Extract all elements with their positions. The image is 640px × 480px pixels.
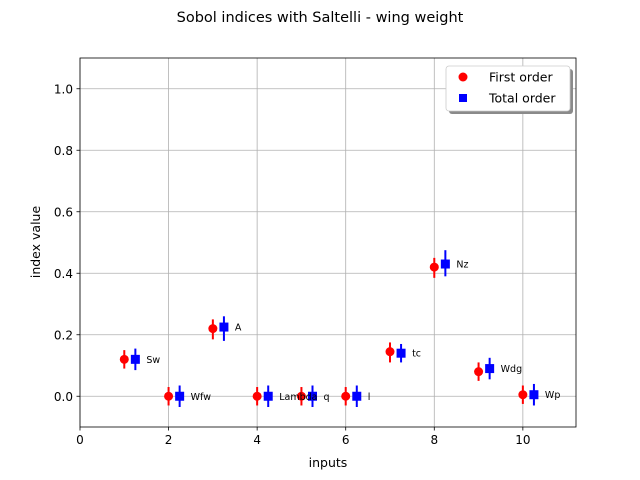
- first-order-point: [474, 367, 484, 377]
- first-order-point: [518, 390, 528, 400]
- point-label: Wp: [545, 390, 560, 401]
- total-order-point: [396, 348, 406, 358]
- legend-entry: First order: [489, 70, 553, 85]
- y-tick-label: 1.0: [54, 82, 73, 96]
- y-tick-label: 0.0: [54, 390, 73, 404]
- legend: First order Total order: [445, 65, 573, 114]
- legend-entry: Total order: [488, 91, 556, 106]
- point-label: A: [235, 323, 242, 334]
- x-tick-label: 4: [253, 433, 261, 447]
- legend-box: [445, 65, 571, 112]
- point-labels: Sw Wfw A Lambda q l tc Nz Wdg Wp: [146, 260, 560, 403]
- point-label: Wfw: [191, 392, 212, 403]
- plot-frame: [79, 57, 577, 428]
- first-order-point: [164, 391, 174, 401]
- point-label: Nz: [456, 260, 468, 271]
- point-label: Wdg: [501, 364, 522, 375]
- x-axis-label: inputs: [309, 455, 348, 470]
- total-order-point: [352, 391, 362, 401]
- point-label: l: [368, 392, 371, 403]
- total-order-point: [440, 259, 450, 269]
- total-order-point: [263, 391, 273, 401]
- point-label: tc: [412, 349, 421, 360]
- total-order-point: [219, 322, 229, 332]
- total-order-point: [175, 391, 185, 401]
- chart-title: Sobol indices with Saltelli - wing weigh…: [177, 10, 464, 26]
- axes: 0 2 4 6 8 10 0.0 0.2 0.4 0.6 0.8 1.0: [54, 57, 577, 447]
- first-order-point: [119, 354, 129, 364]
- total-order-point: [485, 364, 495, 374]
- x-tick-label: 6: [342, 433, 350, 447]
- total-order-point: [308, 391, 317, 401]
- point-label: Lambda: [279, 392, 317, 403]
- y-axis-label: index value: [28, 206, 43, 279]
- point-label: q: [324, 392, 330, 403]
- point-label: Sw: [146, 355, 160, 366]
- y-tick-label: 0.8: [54, 144, 73, 158]
- x-tick-label: 8: [430, 433, 438, 447]
- first-order-point: [429, 262, 439, 272]
- y-tick-label: 0.4: [54, 267, 73, 281]
- y-tick-label: 0.2: [54, 328, 73, 342]
- x-tick-label: 10: [515, 433, 530, 447]
- first-order-point: [208, 324, 218, 334]
- data-marks: [119, 250, 539, 408]
- total-order-point: [130, 354, 140, 364]
- x-tick-label: 2: [165, 433, 173, 447]
- first-order-point: [252, 391, 262, 401]
- grid: [79, 58, 576, 427]
- legend-marker-circle: [458, 72, 468, 82]
- total-order-point: [529, 390, 539, 400]
- first-order-point: [385, 347, 395, 357]
- first-order-point: [341, 391, 351, 401]
- legend-marker-square: [459, 94, 467, 102]
- first-order-point: [296, 391, 306, 401]
- x-tick-label: 0: [76, 433, 84, 447]
- y-tick-label: 0.6: [54, 205, 73, 219]
